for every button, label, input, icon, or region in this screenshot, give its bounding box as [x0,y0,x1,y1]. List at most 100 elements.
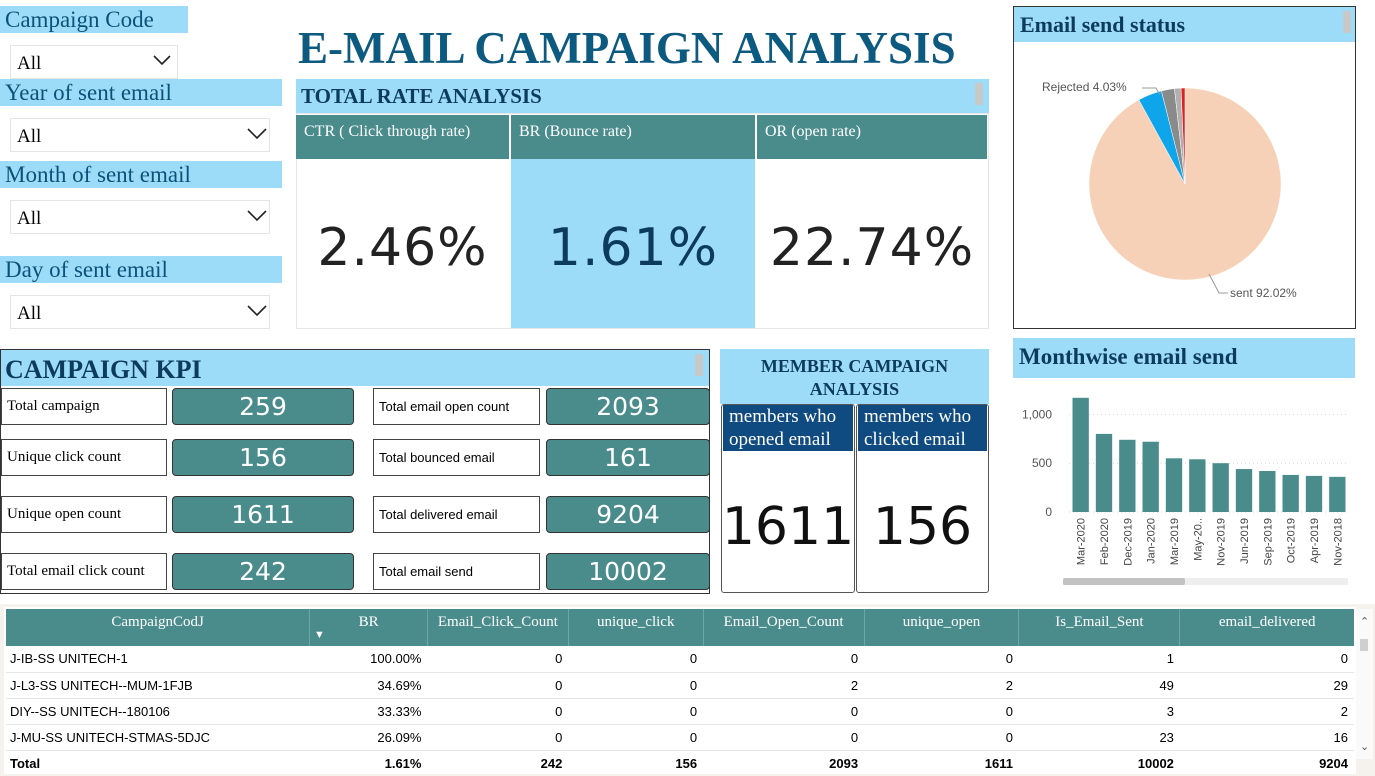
kpi-value-unique-click: 156 [172,439,354,476]
scrollbar-thumb[interactable] [1360,639,1368,651]
or-label: OR (open rate) [757,115,987,159]
cell-email-click-count: 0 [427,646,569,673]
send-status-title: Email send status [1020,12,1186,37]
kpi-value-total-campaign: 259 [172,388,354,425]
x-tick-label: May-20.. [1192,518,1204,561]
member-clicked-label: members who clicked email [858,405,987,451]
or-value: 22.74% [769,218,975,278]
dropdown-value: All [17,303,42,324]
col-header-email-click-count[interactable]: Email_Click_Count [427,609,569,646]
scrollbar-handle[interactable] [695,354,703,376]
scroll-down-icon[interactable]: ⌄ [1360,741,1370,753]
total-cell-unique-click: 156 [568,749,704,776]
table-row[interactable]: J-IB-SS UNITECH-1 100.00% 0 0 0 0 1 0 [6,646,1354,673]
col-header-br[interactable]: BR [309,609,428,646]
cell-email-click-count: 0 [427,672,569,699]
pie-slice-other-4 [1180,87,1186,185]
slicer-title-day: Day of sent email [0,256,282,283]
cell-unique-click: 0 [568,698,704,725]
campaign-table: CampaignCodJ ▼ BR Email_Click_Count uniqu… [6,609,1354,776]
scrollbar-handle[interactable] [1343,11,1351,33]
dropdown-value: All [17,53,42,74]
bar-Mar-2020 [1072,397,1089,512]
scrollbar-handle[interactable] [975,83,983,105]
col-header-campaign[interactable]: CampaignCodJ ▼ [6,609,325,646]
kpi-label-email-send: Total email send [373,553,540,590]
rate-analysis-panel [296,113,989,329]
cell-email-delivered: 2 [1179,698,1354,725]
y-tick-label: 1,000 [1022,407,1052,421]
table-row[interactable]: J-L3-SS UNITECH--MUM-1FJB 34.69% 0 0 2 2 49 29 [6,672,1354,699]
cell-email-open-count: 0 [703,698,865,725]
cell-email-open-count: 0 [703,724,865,751]
year-dropdown[interactable]: All [10,118,270,152]
member-opened-card [721,404,855,593]
bar-Nov-2019 [1212,463,1229,512]
col-header-email-delivered[interactable]: email_delivered [1179,609,1354,646]
kpi-label-total-campaign: Total campaign [1,388,167,425]
total-cell-br: 1.61% [309,749,428,776]
chevron-down-icon [153,54,171,70]
col-header-is-email-sent[interactable]: Is_Email_Sent [1018,609,1181,646]
scroll-up-icon[interactable]: ⌃ [1360,616,1370,628]
x-tick-label: Jan-2020 [1146,518,1158,564]
day-dropdown[interactable]: All [10,295,270,329]
chart-scroll-handle [1063,578,1185,585]
cell-email-click-count: 0 [427,698,569,725]
member-header: MEMBER CAMPAIGN ANALYSIS [720,349,989,404]
x-tick-label: Nov-2018 [1332,518,1344,566]
sort-desc-icon: ▼ [314,629,325,641]
total-cell-unique-open: 1611 [864,749,1019,776]
bar-Dec-2019 [1119,439,1136,512]
cell-br: 33.33% [309,698,428,725]
kpi-label-unique-click: Unique click count [1,439,167,476]
cell-unique-click: 0 [568,672,704,699]
x-tick-label: Oct-2019 [1286,518,1298,563]
col-header-unique-click[interactable]: unique_click [568,609,704,646]
cell-email-click-count: 0 [427,724,569,751]
chart-scroll-track [1063,578,1348,585]
y-tick-label: 500 [1032,456,1052,470]
kpi-label-bounced: Total bounced email [373,439,540,476]
cell-is-email-sent: 49 [1018,672,1180,699]
cell-email-open-count: 2 [703,672,865,699]
col-header-unique-open[interactable]: unique_open [864,609,1020,646]
cell-unique-open: 2 [864,672,1019,699]
cell-unique-click: 0 [568,646,704,673]
kpi-value-email-send: 10002 [546,553,710,590]
page-title: E-MAIL CAMPAIGN ANALYSIS [298,23,956,73]
bar-Jun-2019 [1235,469,1253,512]
table-scrollbar[interactable]: ⌃ ⌄ [1356,609,1373,759]
table-row[interactable]: DIY--SS UNITECH--180106 33.33% 0 0 0 0 3 2 [6,698,1354,725]
kpi-label-unique-open: Unique open count [1,496,167,533]
ctr-label: CTR ( Click through rate) [296,115,509,159]
kpi-value-email-click: 242 [172,553,354,590]
cell-unique-click: 0 [568,724,704,751]
kpi-value-delivered: 9204 [546,496,710,533]
bar-Nov-2018 [1329,476,1346,512]
bar-May-20.. [1189,459,1206,512]
campaign-code-dropdown[interactable]: All [10,45,178,79]
ctr-value: 2.46% [317,218,488,278]
slicer-title-campaign-code: Campaign Code [0,6,188,33]
bar-Mar-2019 [1165,458,1183,512]
table-row[interactable]: J-MU-SS UNITECH-STMAS-5DJC 26.09% 0 0 0 0 23 16 [6,724,1354,751]
slicer-title-month: Month of sent email [0,161,282,188]
total-cell-campaign: Total [6,749,310,776]
member-opened-value: 1611 [721,497,855,557]
member-clicked-card [856,404,989,593]
rate-analysis-header: TOTAL RATE ANALYSIS [296,79,989,113]
month-dropdown[interactable]: All [10,200,270,234]
y-tick-label: 0 [1045,505,1052,519]
chevron-down-icon [247,304,267,320]
dropdown-value: All [17,126,42,147]
cell-email-delivered: 16 [1179,724,1354,751]
total-cell-email-click-count: 242 [427,749,569,776]
cell-is-email-sent: 1 [1018,646,1180,673]
pie-label-sent: sent 92.02% [1230,286,1297,300]
cell-br: 26.09% [309,724,428,751]
col-header-email-open-count[interactable]: Email_Open_Count [703,609,865,646]
kpi-label-delivered: Total delivered email [373,496,540,533]
x-tick-label: Dec-2019 [1122,518,1134,566]
kpi-title: CAMPAIGN KPI [5,355,202,384]
